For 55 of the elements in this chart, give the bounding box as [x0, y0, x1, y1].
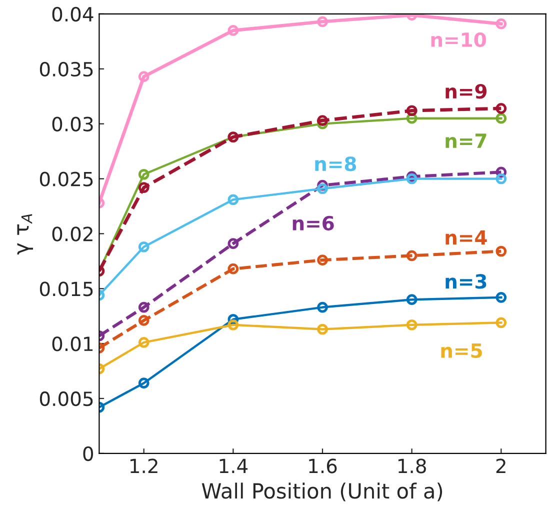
y-tick-label: 0.005 [40, 391, 93, 406]
point [496, 292, 507, 303]
point [496, 112, 507, 124]
series-label: n=9 [446, 84, 487, 99]
point [138, 378, 150, 389]
y-tick-label: 0.015 [40, 282, 93, 296]
point [317, 302, 328, 313]
y-tick-label: 0.04 [52, 6, 94, 22]
point [138, 302, 150, 313]
y-axis-title: γ τ$_{A}$ [17, 214, 33, 255]
point [406, 319, 418, 330]
point [496, 103, 507, 114]
y-tick-label: 0.03 [52, 116, 93, 132]
x-tick-label: 1.6 [309, 458, 337, 474]
point [317, 254, 328, 266]
series-label: n=6 [292, 216, 334, 231]
point [317, 115, 328, 126]
point [317, 16, 328, 28]
y-tick-label: 0 [83, 446, 94, 462]
point [228, 319, 239, 330]
x-tick-label: 1.2 [130, 458, 158, 474]
y-tick-label: 0.035 [40, 62, 93, 77]
series-label: n=10 [431, 32, 486, 48]
point [228, 238, 239, 249]
point [406, 173, 418, 184]
point [228, 194, 239, 206]
point [228, 25, 239, 36]
x-tick-label: 1.4 [220, 458, 248, 474]
point [406, 250, 418, 262]
point [496, 173, 507, 184]
series-label: n=4 [446, 230, 487, 245]
point [138, 241, 150, 252]
point [138, 71, 150, 82]
point [406, 105, 418, 116]
point [406, 294, 418, 306]
point [138, 182, 150, 193]
series-label: n=7 [446, 134, 486, 148]
y-tick-label: 0.02 [52, 226, 92, 242]
x-tick-label: 2 [496, 458, 506, 474]
x-tick-label: 1.8 [398, 458, 426, 474]
point [228, 263, 239, 274]
series-label: n=8 [315, 156, 356, 172]
point [138, 315, 150, 326]
point [138, 168, 150, 180]
point [496, 317, 507, 328]
x-axis-title: Wall Position (Unit of a) [202, 482, 442, 502]
series-label: n=3 [446, 274, 486, 289]
series-label: n=5 [441, 344, 482, 358]
point [317, 183, 328, 194]
y-tick-label: 0.01 [52, 336, 93, 352]
point [496, 246, 507, 257]
point [496, 18, 507, 30]
point [317, 324, 328, 335]
y-tick-label: 0.025 [40, 172, 93, 186]
point [138, 337, 150, 348]
